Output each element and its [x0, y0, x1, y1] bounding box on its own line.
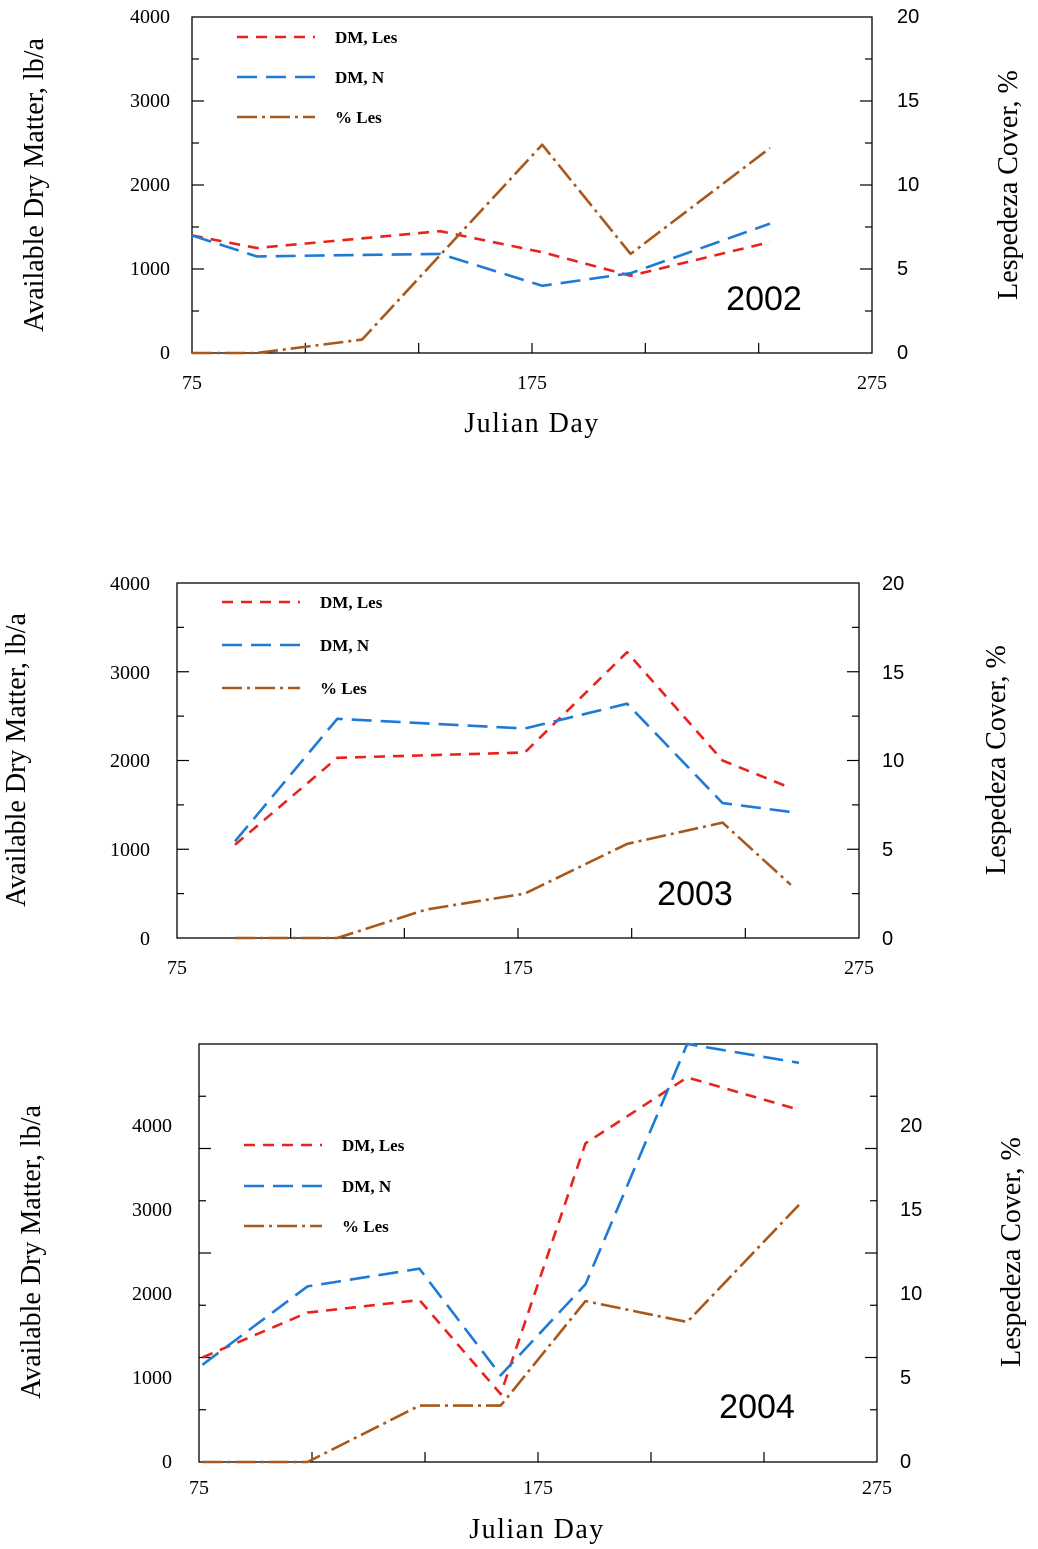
series-line-pct-les: [192, 143, 771, 355]
legend-label-pct-les: % Les: [342, 1217, 389, 1236]
x-tick-labels: 75 175 275: [182, 372, 887, 394]
legend-label-dm-les: DM, Les: [342, 1136, 405, 1155]
series-lines: [201, 1042, 800, 1464]
x-tick-label: 275: [862, 1477, 892, 1499]
y-tick-label: 10: [882, 750, 904, 772]
tick-marks: [177, 626, 859, 938]
y-axis-label-right: Lespedeza Cover, %: [993, 70, 1024, 300]
y-tick-label: 4000: [132, 1115, 172, 1137]
legend: DM, Les DM, N % Les: [222, 593, 383, 698]
y-tick-label: 3000: [110, 662, 150, 684]
chart-panel-2004: 0 1000 2000 3000 4000 0 5 10 15 20 75 17…: [16, 1042, 1027, 1545]
legend-label-dm-n: DM, N: [342, 1177, 392, 1196]
x-tick-label: 275: [844, 957, 874, 979]
legend: DM, Les DM, N % Les: [237, 28, 398, 127]
y-tick-label: 2000: [132, 1283, 172, 1305]
y-tick-label: 0: [900, 1451, 911, 1473]
chart-panel-2002: 0 1000 2000 3000 4000 0 5 10 15 20 75 17…: [19, 6, 1024, 439]
y-tick-label: 0: [140, 928, 150, 950]
x-tick-label: 75: [189, 1477, 209, 1499]
x-axis-label: Julian Day: [469, 1514, 605, 1545]
y-tick-label: 5: [882, 839, 893, 861]
y-tick-label: 2000: [130, 174, 170, 196]
y-tick-label: 1000: [132, 1367, 172, 1389]
year-label: 2003: [657, 875, 733, 913]
series-line-dm-n: [234, 702, 791, 843]
y-tick-label: 20: [900, 1115, 922, 1137]
year-label: 2004: [719, 1388, 795, 1426]
y-tick-label: 10: [897, 174, 919, 196]
series-line-pct-les: [202, 1204, 800, 1464]
y-tick-label: 15: [900, 1199, 922, 1221]
y-tick-labels-right: 0 5 10 15 20: [897, 6, 919, 364]
series-line-dm-les: [234, 650, 792, 846]
y-tick-label: 4000: [130, 6, 170, 28]
y-axis-label-left: Available Dry Matter, lb/a: [1, 613, 32, 907]
y-tick-labels-left: 0 1000 2000 3000 4000: [110, 573, 150, 950]
y-tick-label: 15: [897, 90, 919, 112]
y-tick-label: 0: [160, 342, 170, 364]
series-line-dm-les: [201, 1076, 800, 1396]
y-tick-label: 2000: [110, 750, 150, 772]
legend-label-pct-les: % Les: [335, 108, 382, 127]
year-label: 2002: [726, 280, 802, 318]
y-axis-label-left: Available Dry Matter, lb/a: [19, 38, 50, 332]
y-tick-label: 3000: [130, 90, 170, 112]
tick-marks: [192, 58, 872, 353]
y-tick-label: 1000: [110, 839, 150, 861]
plot-frame: [176, 582, 860, 939]
y-tick-label: 0: [882, 928, 893, 950]
x-tick-label: 75: [167, 957, 187, 979]
series-line-dm-n: [191, 222, 771, 288]
y-tick-labels-right: 0 5 10 15 20: [900, 1115, 922, 1473]
series-lines: [191, 143, 771, 355]
y-tick-label: 5: [897, 258, 908, 280]
y-tick-label: 1000: [130, 258, 170, 280]
legend-label-dm-n: DM, N: [335, 68, 385, 87]
x-axis-label: Julian Day: [464, 408, 600, 439]
x-tick-label: 75: [182, 372, 202, 394]
y-tick-label: 20: [897, 6, 919, 28]
y-tick-label: 3000: [132, 1199, 172, 1221]
y-tick-label: 5: [900, 1367, 911, 1389]
legend-label-dm-les: DM, Les: [335, 28, 398, 47]
x-tick-label: 175: [517, 372, 547, 394]
y-axis-label-right: Lespedeza Cover, %: [996, 1137, 1027, 1367]
x-tick-label: 175: [523, 1477, 553, 1499]
series-lines: [234, 650, 792, 940]
chart-panel-2003: 0 1000 2000 3000 4000 0 5 10 15 20 75 17…: [1, 573, 1012, 979]
legend-label-dm-les: DM, Les: [320, 593, 383, 612]
legend-label-pct-les: % Les: [320, 679, 367, 698]
legend: DM, Les DM, N % Les: [244, 1136, 405, 1236]
legend-label-dm-n: DM, N: [320, 636, 370, 655]
x-tick-labels: 75 175 275: [189, 1477, 892, 1499]
y-tick-label: 20: [882, 573, 904, 595]
series-line-pct-les: [235, 821, 792, 940]
y-tick-label: 0: [897, 342, 908, 364]
y-tick-label: 15: [882, 662, 904, 684]
y-axis-label-right: Lespedeza Cover, %: [981, 645, 1012, 875]
y-tick-label: 0: [162, 1451, 172, 1473]
y-tick-labels-left: 0 1000 2000 3000 4000: [132, 1115, 172, 1473]
y-tick-labels-right: 0 5 10 15 20: [882, 573, 904, 950]
y-tick-label: 4000: [110, 573, 150, 595]
x-tick-label: 175: [503, 957, 533, 979]
y-tick-labels-left: 0 1000 2000 3000 4000: [130, 6, 170, 364]
series-line-dm-n: [201, 1042, 800, 1377]
x-tick-labels: 75 175 275: [167, 957, 874, 979]
x-tick-label: 275: [857, 372, 887, 394]
y-tick-label: 10: [900, 1283, 922, 1305]
y-axis-label-left: Available Dry Matter, lb/a: [16, 1105, 47, 1399]
